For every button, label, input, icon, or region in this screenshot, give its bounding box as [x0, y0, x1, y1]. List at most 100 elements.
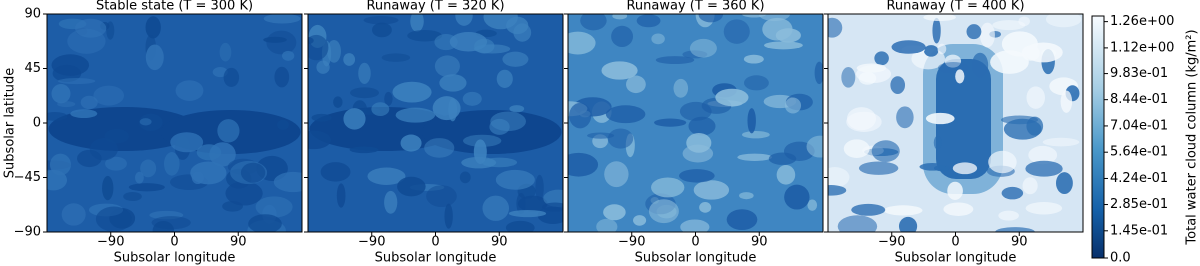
field-blob	[95, 206, 132, 232]
field-blob	[568, 152, 599, 177]
field-blob	[651, 177, 685, 198]
field-blob	[843, 139, 870, 159]
field-blob	[747, 108, 756, 134]
field-blob	[495, 169, 535, 190]
x-tick-label: 0	[431, 235, 439, 250]
field-blob	[363, 16, 399, 25]
x-axis-label: Subsolar longitude	[375, 251, 497, 266]
field-blob	[925, 112, 955, 125]
field-blob	[240, 162, 266, 183]
field-blob	[266, 30, 297, 55]
field-blob	[358, 62, 371, 84]
field-blob	[145, 44, 164, 71]
field-blob	[455, 14, 473, 26]
field-blob	[654, 118, 687, 127]
field-blob	[343, 53, 356, 66]
field-blob	[372, 22, 392, 38]
field-blob	[1018, 16, 1030, 27]
field-blob	[102, 175, 114, 201]
field-blob	[327, 39, 341, 63]
field-blob	[568, 31, 596, 55]
colorbar-tick-label: 0.0	[1110, 251, 1131, 266]
field-blob	[1060, 90, 1073, 113]
field-blob	[343, 108, 366, 130]
field-blob	[648, 199, 679, 224]
field-blob	[883, 205, 923, 216]
field-blob	[856, 63, 887, 73]
field-blob	[481, 157, 518, 168]
field-blob	[937, 62, 969, 74]
field-blob	[776, 164, 796, 185]
field-blob	[407, 29, 443, 42]
field-blob	[248, 214, 282, 232]
field-blob	[933, 135, 942, 150]
field-blob	[955, 69, 965, 84]
field-blob	[336, 183, 346, 208]
field-blob	[611, 25, 634, 48]
field-blob	[828, 185, 847, 196]
field-blob	[434, 55, 460, 77]
contour-field	[828, 14, 1083, 232]
colorbar-tick-label: 7.04e-01	[1110, 118, 1168, 133]
field-blob	[841, 67, 856, 88]
field-blob	[320, 162, 351, 182]
field-blob	[952, 162, 978, 175]
field-blob	[693, 180, 730, 200]
field-blob	[61, 203, 86, 226]
field-blob	[509, 105, 525, 113]
field-blob	[726, 209, 758, 231]
field-blob	[673, 78, 689, 98]
field-blob	[542, 202, 563, 212]
field-blob	[1026, 86, 1045, 109]
field-blob	[170, 132, 204, 153]
field-blob	[988, 150, 1017, 174]
field-blob	[57, 101, 76, 108]
field-blob	[282, 50, 295, 61]
field-blob	[587, 132, 615, 139]
field-blob	[992, 20, 1026, 31]
x-tick-label: 0	[691, 235, 699, 250]
field-blob	[1042, 137, 1080, 147]
field-blob	[89, 138, 118, 161]
x-tick-label: 90	[751, 235, 768, 250]
field-blob	[739, 192, 754, 200]
x-tick-label: 90	[491, 235, 508, 250]
field-blob	[506, 16, 529, 35]
field-blob	[517, 195, 548, 212]
x-tick-label: −90	[878, 235, 905, 250]
field-blob	[384, 190, 398, 214]
colorbar	[1091, 15, 1105, 259]
field-blob	[1045, 14, 1082, 28]
colorbar-tick-label: 5.64e-01	[1110, 145, 1168, 160]
field-blob	[505, 220, 535, 232]
field-blob	[410, 14, 424, 32]
x-tick-label: 90	[1011, 235, 1028, 250]
field-blob	[277, 119, 289, 131]
field-blob	[898, 216, 918, 232]
field-blob	[932, 17, 941, 44]
field-blob	[311, 113, 332, 122]
field-blob	[1025, 201, 1063, 215]
field-blob	[858, 161, 899, 175]
field-blob	[923, 45, 939, 57]
field-blob	[947, 181, 963, 200]
x-tick-label: −90	[97, 235, 124, 250]
field-blob	[923, 14, 956, 22]
field-blob	[333, 96, 343, 108]
field-blob	[70, 109, 98, 119]
field-blob	[51, 84, 71, 104]
field-blob	[715, 88, 749, 107]
field-blob	[651, 33, 665, 45]
field-blob	[424, 138, 455, 158]
field-blob	[846, 107, 877, 131]
x-tick-label: 0	[951, 235, 959, 250]
field-blob	[837, 215, 878, 232]
field-blob	[367, 167, 406, 185]
y-tick-label: −45	[14, 170, 41, 185]
field-blob	[814, 61, 823, 85]
field-blob	[432, 96, 461, 121]
x-axis-label: Subsolar longitude	[895, 251, 1017, 266]
field-blob	[851, 203, 886, 216]
field-blob	[737, 153, 773, 161]
field-blob	[966, 24, 982, 40]
